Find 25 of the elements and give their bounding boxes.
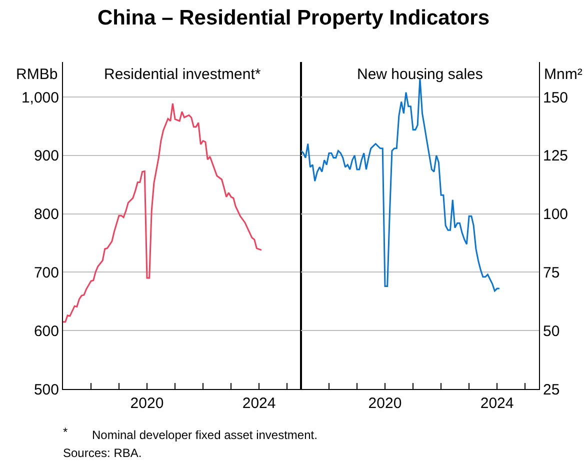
x-tick-label: 2020	[130, 395, 164, 412]
x-tick-label: 2024	[480, 395, 514, 412]
y-tick-label: 100	[543, 206, 568, 224]
chart-subtitle: New housing sales	[357, 66, 483, 83]
chart-title: China – Residential Property Indicators	[97, 6, 490, 30]
y-tick-label: 75	[543, 264, 560, 282]
x-tick-label: 2020	[368, 395, 402, 412]
y-tick-label: 125	[543, 148, 568, 165]
y-axis-title: RMBb	[16, 66, 58, 83]
y-tick-label: 150	[543, 89, 568, 106]
y-tick-label: 800	[34, 206, 59, 224]
chart-subtitle: Residential investment*	[104, 66, 261, 83]
y-tick-label: 50	[543, 322, 560, 340]
text: Nominal developer fixed asset investment.	[92, 428, 318, 442]
source-note: Sources: RBA.	[63, 446, 142, 460]
x-tick-label: 2024	[242, 395, 276, 412]
line-series	[63, 102, 262, 323]
text: *	[63, 425, 68, 439]
y-tick-label: 600	[34, 322, 59, 340]
y-tick-label: 700	[34, 264, 59, 282]
y-tick-label: 900	[34, 148, 59, 165]
y-axis-title: Mnm²	[544, 66, 582, 83]
y-tick-label: 500	[34, 381, 59, 398]
y-tick-label: 25	[543, 381, 560, 398]
y-tick-label: 1,000	[21, 89, 59, 106]
